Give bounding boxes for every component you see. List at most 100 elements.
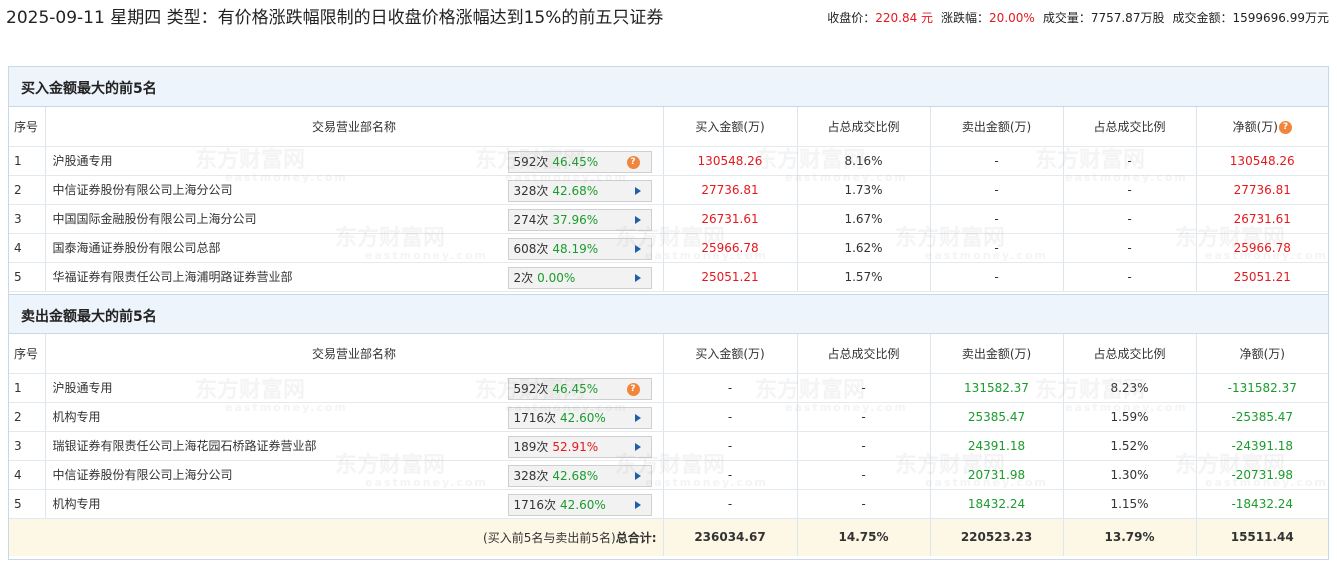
sell-amount: 24391.18: [930, 431, 1064, 461]
sell-pct: -: [1063, 262, 1197, 292]
play-arrow-icon[interactable]: [634, 244, 641, 253]
branch-name-link[interactable]: 中国国际金融股份有限公司上海分公司: [52, 212, 257, 226]
play-arrow-icon[interactable]: [634, 500, 641, 509]
buy-pct: 1.57%: [797, 262, 931, 292]
branch-stat-button[interactable]: 189次 52.91%: [507, 435, 652, 458]
branch-cell: 国泰海通证券股份有限公司总部 608次 48.19%: [45, 233, 664, 263]
sell-amount: -: [930, 175, 1064, 205]
table-row: 1 沪股通专用 592次 46.45%? - -131582.37 8.23% -131582…: [9, 373, 1328, 403]
table-row: 4 中信证券股份有限公司上海分公司 328次 42.68% - -20731.98 1.30…: [9, 460, 1328, 490]
sell-table: 序号 交易营业部名称 买入金额(万) 占总成交比例 卖出金额(万) 占总成交比例 净额(万)…: [9, 334, 1328, 556]
buy-table: 序号 交易营业部名称 买入金额(万) 占总成交比例 卖出金额(万) 占总成交比例 净额(万)…: [9, 107, 1328, 292]
total-row: (买入前5名与卖出前5名)总合计: 236034.67 14.75% 22052…: [9, 518, 1328, 556]
table-row: 3 中国国际金融股份有限公司上海分公司 274次 37.96% 26731.61 1.67…: [9, 204, 1328, 234]
branch-stat-button[interactable]: 274次 37.96%: [507, 208, 652, 231]
play-arrow-icon[interactable]: [634, 273, 641, 282]
branch-stat-button[interactable]: 1716次 42.60%: [507, 493, 652, 516]
buy-pct: -: [797, 402, 931, 432]
play-arrow-icon[interactable]: [634, 471, 641, 480]
trade-count: 1716次: [513, 497, 557, 512]
buy-table-header: 序号 交易营业部名称 买入金额(万) 占总成交比例 卖出金额(万) 占总成交比例 净额(万)…: [9, 107, 1328, 147]
net-amount: 25966.78: [1196, 233, 1328, 263]
net-amount: 26731.61: [1196, 204, 1328, 234]
win-rate: 42.68%: [552, 468, 599, 483]
win-rate: 52.91%: [552, 439, 599, 454]
buy-pct: 1.73%: [797, 175, 931, 205]
buy-amount: -: [663, 460, 798, 490]
header-sell-amount: 卖出金额(万): [930, 107, 1064, 147]
branch-cell: 中国国际金融股份有限公司上海分公司 274次 37.96%: [45, 204, 664, 234]
header-index: 序号: [9, 107, 46, 147]
trade-count: 328次: [513, 468, 549, 483]
net-amount: -20731.98: [1196, 460, 1328, 490]
branch-cell: 机构专用 1716次 42.60%: [45, 489, 664, 519]
play-arrow-icon[interactable]: [634, 413, 641, 422]
buy-section-header: 买入金额最大的前5名: [9, 67, 1328, 107]
branch-name-link[interactable]: 机构专用: [52, 497, 101, 511]
total-buy-pct: 14.75%: [797, 518, 931, 556]
sell-pct: 1.59%: [1063, 402, 1197, 432]
trade-count: 1716次: [513, 410, 557, 425]
buy-section-title: 买入金额最大的前5名: [21, 81, 157, 97]
sell-pct: 1.52%: [1063, 431, 1197, 461]
trade-count: 2次: [513, 270, 534, 285]
buy-amount: -: [663, 373, 798, 403]
branch-name-link[interactable]: 沪股通专用: [52, 154, 113, 168]
branch-name-link[interactable]: 华福证券有限责任公司上海浦明路证券营业部: [52, 270, 293, 284]
header-index: 序号: [9, 334, 46, 374]
branch-stat-button[interactable]: 328次 42.68%: [507, 464, 652, 487]
dragon-tiger-panel: 买入金额最大的前5名 序号 交易营业部名称 买入金额(万) 占总成交比例 卖出金额(万)…: [8, 66, 1329, 560]
branch-stat-button[interactable]: 1716次 42.60%: [507, 406, 652, 429]
sell-pct: -: [1063, 204, 1197, 234]
branch-name-link[interactable]: 中信证券股份有限公司上海分公司: [52, 183, 233, 197]
buy-amount: 27736.81: [663, 175, 798, 205]
table-row: 5 华福证券有限责任公司上海浦明路证券营业部 2次 0.00% 25051.21 1.57…: [9, 262, 1328, 292]
branch-stat-button[interactable]: 328次 42.68%: [507, 179, 652, 202]
branch-stat-button[interactable]: 2次 0.00%: [507, 266, 652, 289]
sell-section-title: 卖出金额最大的前5名: [21, 309, 157, 325]
question-icon[interactable]: ?: [626, 382, 640, 396]
branch-cell: 中信证券股份有限公司上海分公司 328次 42.68%: [45, 460, 664, 490]
buy-pct: 1.62%: [797, 233, 931, 263]
trade-count: 274次: [513, 212, 549, 227]
win-rate: 48.19%: [552, 241, 599, 256]
header-sell-amount: 卖出金额(万): [930, 334, 1064, 374]
total-sell-pct: 13.79%: [1063, 518, 1197, 556]
buy-pct: 8.16%: [797, 146, 931, 176]
row-index: 1: [9, 146, 46, 176]
branch-cell: 瑞银证券有限责任公司上海花园石桥路证券营业部 189次 52.91%: [45, 431, 664, 461]
row-index: 2: [9, 402, 46, 432]
branch-name-link[interactable]: 沪股通专用: [52, 381, 113, 395]
play-arrow-icon[interactable]: [634, 442, 641, 451]
win-rate: 42.60%: [560, 497, 606, 512]
branch-stat-button[interactable]: 608次 48.19%: [507, 237, 652, 260]
play-arrow-icon[interactable]: [634, 186, 641, 195]
buy-pct: -: [797, 489, 931, 519]
play-arrow-icon[interactable]: [634, 215, 641, 224]
buy-pct: -: [797, 460, 931, 490]
net-amount: -131582.37: [1196, 373, 1328, 403]
question-icon[interactable]: ?: [626, 155, 640, 169]
amount-label: 成交金额：: [1172, 11, 1233, 25]
volume-label: 成交量：: [1042, 11, 1091, 25]
branch-stat-button[interactable]: 592次 46.45%?: [507, 150, 652, 173]
net-amount: 130548.26: [1196, 146, 1328, 176]
table-row: 3 瑞银证券有限责任公司上海花园石桥路证券营业部 189次 52.91% - -24391…: [9, 431, 1328, 461]
buy-amount: 130548.26: [663, 146, 798, 176]
help-icon[interactable]: ?: [1278, 120, 1292, 134]
sell-amount: 20731.98: [930, 460, 1064, 490]
branch-name-link[interactable]: 机构专用: [52, 410, 101, 424]
row-index: 3: [9, 204, 46, 234]
header-buy-amount: 买入金额(万): [663, 334, 798, 374]
buy-amount: -: [663, 431, 798, 461]
sell-section-header: 卖出金额最大的前5名: [9, 294, 1328, 334]
change-value: 20.00%: [989, 11, 1035, 25]
branch-stat-button[interactable]: 592次 46.45%?: [507, 377, 652, 400]
buy-amount: 25051.21: [663, 262, 798, 292]
branch-name-link[interactable]: 中信证券股份有限公司上海分公司: [52, 468, 233, 482]
branch-name-link[interactable]: 瑞银证券有限责任公司上海花园石桥路证券营业部: [52, 439, 317, 453]
buy-pct: -: [797, 431, 931, 461]
branch-name-link[interactable]: 国泰海通证券股份有限公司总部: [52, 241, 221, 255]
win-rate: 37.96%: [552, 212, 599, 227]
sell-pct: 8.23%: [1063, 373, 1197, 403]
